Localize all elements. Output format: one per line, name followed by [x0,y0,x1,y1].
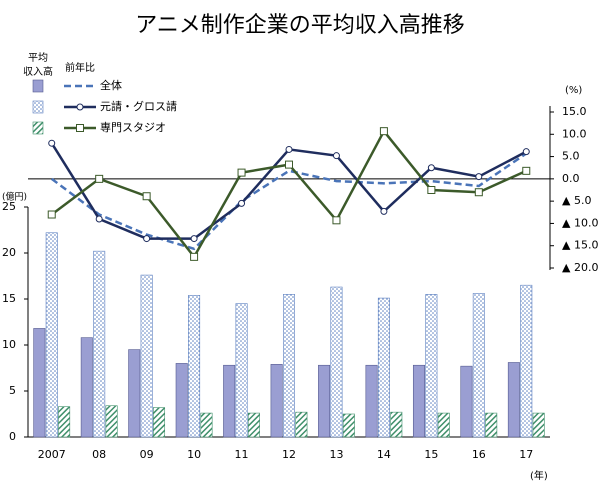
chart-title: アニメ制作企業の平均収入高推移 [135,13,465,38]
point [332,216,341,225]
legend-label: 全体 [100,78,122,92]
bar [128,349,141,438]
point [95,174,104,183]
y-tick-label: 0 [9,430,16,443]
point [48,139,56,147]
bar [235,303,248,438]
point [285,145,293,153]
bar [223,364,236,438]
y2-tick-label: ▲ 10.0 [562,216,598,229]
point [190,252,199,261]
x-axis-label: (年) [530,469,548,482]
point [522,148,530,156]
point [380,207,388,215]
bar [175,363,188,438]
y2-tick-label: 10.0 [562,127,587,140]
line [50,152,527,251]
bar [247,412,260,438]
y2-tick-label: ▲ 5.0 [562,194,591,207]
bar [365,364,378,438]
point [427,186,436,194]
y2-tick-label: 0.0 [562,172,580,185]
x-tick-label: 2007 [38,448,66,461]
point [474,188,483,197]
legend-bar-swatch [32,100,44,114]
point [522,166,531,175]
point [475,173,483,181]
legend-bar-swatch [32,79,44,93]
bar [485,412,498,438]
point [379,127,388,136]
bar [520,284,533,438]
bar [45,232,58,438]
bar [412,364,425,438]
point [237,168,246,177]
legend-line-header: 前年比 [65,61,95,74]
point [332,152,340,160]
x-tick-label: 12 [282,448,296,461]
point [190,235,198,243]
bar [460,365,473,438]
y2-axis-label: (%) [565,85,582,96]
bar [507,362,520,438]
bar [140,274,153,438]
y-tick-label: 25 [2,200,16,213]
point [95,215,103,223]
bar [472,293,485,438]
bar [295,411,308,438]
x-tick-label: 08 [92,448,106,461]
y-tick-label: 5 [9,384,16,397]
y2-tick-label: 15.0 [562,105,587,118]
x-tick-label: 14 [377,448,391,461]
y2-tick-label: 5.0 [562,150,580,163]
point [47,210,56,219]
y-tick-label: 10 [2,338,16,351]
legend-bar-header: 収入高 [23,65,53,78]
x-tick-label: 11 [235,448,249,461]
legend-label: 専門スタジオ [100,121,166,134]
y-tick-label: 20 [2,246,16,259]
bar [58,406,71,438]
y2-tick-label: ▲ 20.0 [562,261,598,274]
x-tick-label: 13 [329,448,343,461]
bar [342,413,355,438]
point [142,192,151,201]
x-tick-label: 15 [424,448,438,461]
bar [105,405,118,438]
legend-marker [76,103,84,111]
legend-label: 元請・グロス請 [100,99,177,113]
legend-bar-header: 平均 [28,52,48,64]
point [143,235,151,243]
bar [93,250,106,438]
x-tick-label: 17 [519,448,533,461]
bar [270,364,283,438]
bar [437,412,450,438]
point [285,160,293,169]
legend-marker [76,124,84,132]
bar [80,337,93,438]
bar [330,286,343,438]
bar [377,297,390,438]
bar [318,364,331,438]
bar [33,328,46,438]
bar [283,294,295,438]
x-tick-label: 16 [472,448,486,461]
legend-bar-swatch [32,121,44,135]
point [427,164,435,172]
y2-tick-label: ▲ 15.0 [562,239,598,252]
bar [390,411,403,438]
bar [425,294,438,438]
y-axis-label: (億円) [2,191,27,203]
bar [188,295,201,438]
y-tick-label: 15 [2,292,16,305]
point [238,199,246,207]
bar [532,412,545,438]
x-tick-label: 09 [140,448,154,461]
bar [153,407,166,438]
x-tick-label: 10 [187,448,201,461]
bar [200,412,213,438]
